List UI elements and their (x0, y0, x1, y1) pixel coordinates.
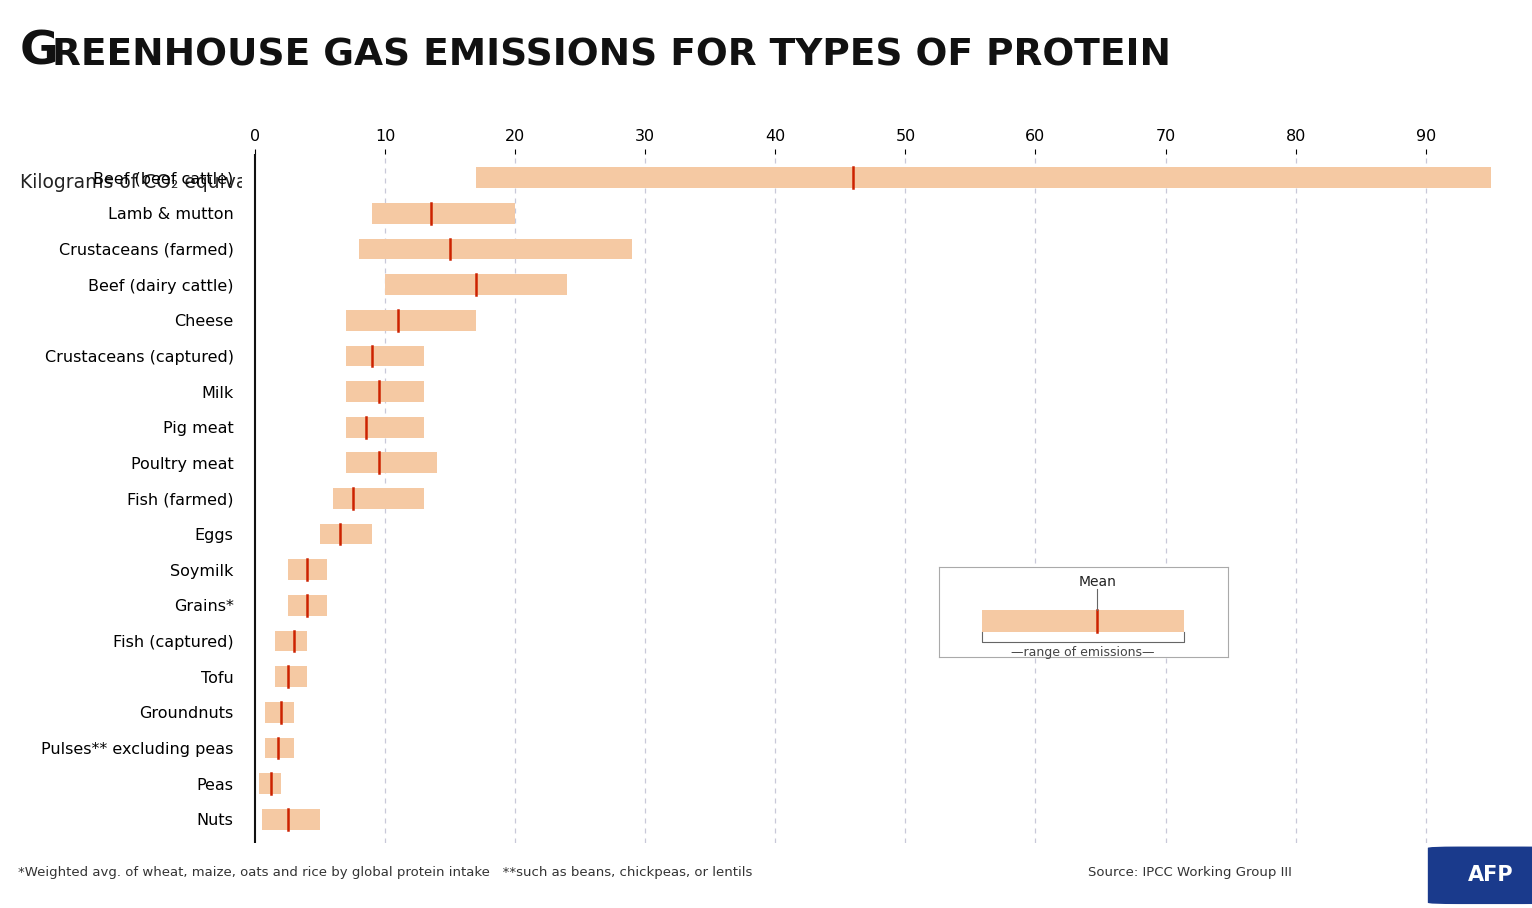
Text: —range of emissions—: —range of emissions— (1011, 646, 1155, 659)
Text: Kilograms of CO₂ equivalent per 100g of protein: Kilograms of CO₂ equivalent per 100g of … (20, 173, 470, 192)
Bar (274, 631, 306, 651)
Text: Source: IPCC Working Group III: Source: IPCC Working Group III (1088, 865, 1291, 879)
Bar (346, 381, 424, 402)
Bar (259, 774, 280, 794)
Bar (346, 452, 437, 473)
Text: AFP: AFP (1468, 865, 1514, 885)
Bar (262, 809, 320, 830)
Bar (332, 489, 424, 508)
Bar (288, 559, 326, 580)
Bar (372, 202, 515, 223)
Bar (385, 274, 567, 295)
Bar (320, 524, 372, 545)
Bar (346, 346, 424, 366)
Bar (265, 738, 294, 758)
Text: REENHOUSE GAS EMISSIONS FOR TYPES OF PROTEIN: REENHOUSE GAS EMISSIONS FOR TYPES OF PRO… (52, 37, 1170, 74)
Bar (274, 666, 306, 687)
Text: *Weighted avg. of wheat, maize, oats and rice by global protein intake   **such : *Weighted avg. of wheat, maize, oats and… (18, 865, 752, 879)
Bar (982, 610, 1184, 632)
FancyBboxPatch shape (1428, 846, 1532, 904)
Bar (346, 417, 424, 438)
Bar (288, 595, 326, 616)
Text: G: G (20, 30, 58, 75)
Text: Mean: Mean (1079, 575, 1117, 588)
Bar (358, 239, 633, 259)
Bar (265, 702, 294, 723)
Bar (346, 310, 476, 331)
Bar (476, 167, 1491, 188)
